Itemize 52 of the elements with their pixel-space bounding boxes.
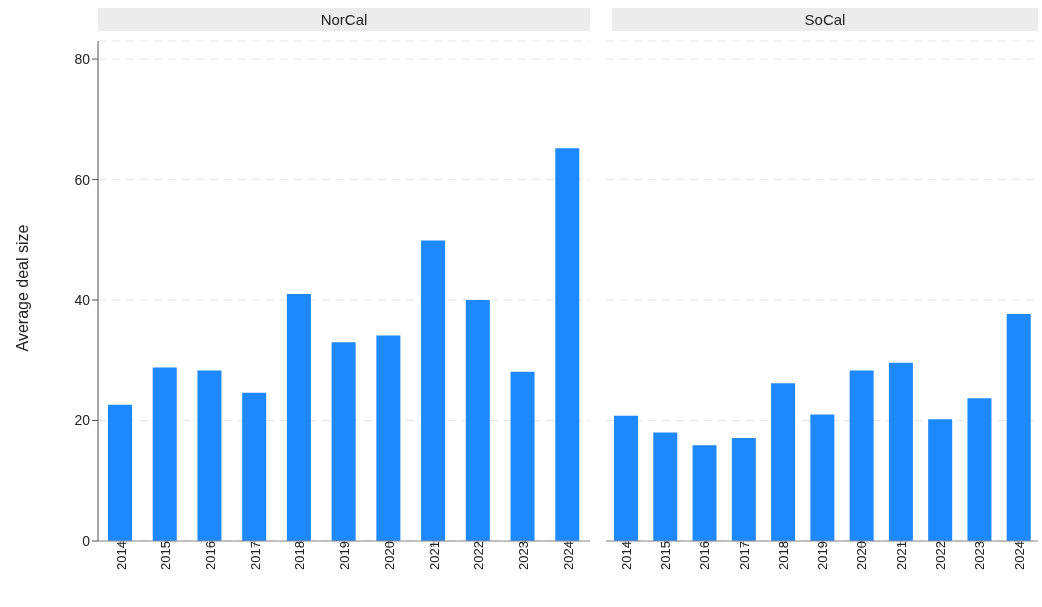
bar xyxy=(771,383,796,541)
x-tick-label: 2021 xyxy=(893,541,909,570)
x-tick-label: 2023 xyxy=(516,541,532,570)
bar xyxy=(197,370,222,541)
y-axis-title: Average deal size xyxy=(14,224,32,352)
x-tick-label: 2018 xyxy=(775,541,791,570)
bar xyxy=(653,432,678,541)
x-tick-label: 2017 xyxy=(247,541,263,570)
bar xyxy=(376,335,401,541)
x-tick-label: 2017 xyxy=(736,541,752,570)
y-tick-label: 20 xyxy=(74,412,91,429)
bar xyxy=(888,362,913,541)
x-tick-label: 2014 xyxy=(113,541,129,570)
x-tick-label: 2021 xyxy=(426,541,442,570)
x-tick-label: 2016 xyxy=(203,541,219,570)
bar xyxy=(108,404,132,541)
x-tick-label: 2023 xyxy=(972,541,988,570)
x-tick-label: 2019 xyxy=(337,541,353,570)
x-tick-label: 2014 xyxy=(618,541,634,570)
y-tick-label: 80 xyxy=(74,51,91,68)
bar xyxy=(465,300,490,541)
chart-title: NorCal xyxy=(98,8,590,31)
bar xyxy=(849,370,874,541)
x-tick-label: 2022 xyxy=(471,541,487,570)
x-tick-label: 2024 xyxy=(1011,541,1027,570)
bar xyxy=(1006,313,1031,541)
x-tick-label: 2015 xyxy=(658,541,674,570)
bar xyxy=(967,398,992,541)
bar xyxy=(928,419,953,541)
bar xyxy=(614,415,638,541)
y-tick-label: 0 xyxy=(82,532,91,549)
bar xyxy=(510,371,535,541)
x-tick-label: 2015 xyxy=(158,541,174,570)
bar xyxy=(286,294,311,541)
x-tick-label: 2024 xyxy=(560,541,576,570)
x-tick-label: 2019 xyxy=(815,541,831,570)
x-tick-label: 2016 xyxy=(697,541,713,570)
y-tick-label: 60 xyxy=(74,171,91,188)
bar xyxy=(331,342,356,541)
x-tick-label: 2018 xyxy=(292,541,308,570)
bar xyxy=(152,367,177,541)
bar xyxy=(731,437,756,541)
x-tick-label: 2022 xyxy=(933,541,949,570)
chart-title: SoCal xyxy=(612,8,1038,31)
y-tick-label: 40 xyxy=(74,292,91,309)
bar xyxy=(421,240,446,541)
bar xyxy=(810,414,835,541)
bar xyxy=(692,445,717,541)
bar xyxy=(242,392,267,541)
x-tick-label: 2020 xyxy=(381,541,397,570)
x-tick-label: 2020 xyxy=(854,541,870,570)
bar xyxy=(555,148,580,541)
